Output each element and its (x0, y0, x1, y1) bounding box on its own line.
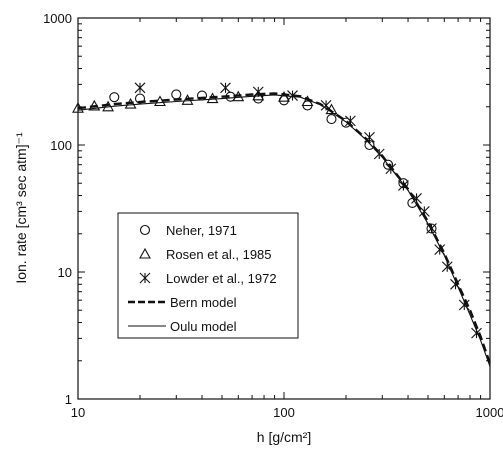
data-point-circle (383, 159, 394, 170)
legend-entry: Neher, 1971 (139, 223, 237, 238)
data-point-asterisk (458, 299, 470, 311)
y-tick-label: 100 (50, 138, 72, 153)
data-point-circle (196, 90, 208, 101)
legend: Neher, 1971 Rosen et al., 1985 Lowder et a… (117, 212, 299, 339)
data-point-circle (326, 114, 337, 125)
data-point-asterisk (364, 131, 375, 143)
data-point-triangle (124, 97, 137, 109)
data-point-asterisk (441, 261, 453, 273)
legend-marker-triangle (139, 247, 151, 259)
data-point-asterisk (373, 148, 385, 160)
data-point-asterisk (471, 327, 482, 339)
data-point-circle (134, 93, 146, 104)
legend-label: Rosen et al., 1985 (166, 247, 272, 262)
x-axis-label: h [g/cm²] (257, 429, 311, 445)
legend-entries: Neher, 1971 Rosen et al., 1985 Lowder et a… (128, 223, 277, 334)
data-point-circle (109, 92, 120, 103)
data-point-asterisk (344, 115, 356, 127)
legend-label: Bern model (170, 295, 237, 310)
data-point-asterisk (426, 223, 437, 234)
data-point-asterisk (385, 163, 397, 175)
data-point-triangle (88, 99, 101, 111)
x-tick-label: 100 (273, 405, 295, 420)
plot-frame (77, 17, 491, 400)
data-point-triangle (301, 95, 314, 107)
y-axis-label: Ion. rate [cm³ sec atm]⁻¹ (13, 132, 29, 284)
data-point-triangle (206, 92, 219, 104)
data-point-asterisk (398, 180, 409, 191)
x-tick-label: 1000 (476, 405, 503, 420)
y-tick-label: 10 (58, 265, 72, 280)
data-point-triangle (102, 100, 115, 112)
y-tick-label: 1000 (43, 11, 72, 26)
data-point-asterisk (320, 100, 332, 111)
legend-entry: Rosen et al., 1985 (139, 247, 272, 262)
legend-marker-circle (139, 224, 151, 236)
x-tick-label: 10 (71, 405, 85, 420)
data-point-asterisk (287, 90, 298, 101)
data-point-triangle (181, 94, 194, 105)
data-point-asterisk (134, 82, 146, 94)
legend-label: Neher, 1971 (166, 223, 237, 238)
data-point-asterisk (450, 278, 461, 290)
data-point-asterisk (411, 192, 422, 204)
y-tick-label: 1 (65, 392, 72, 407)
data-point-triangle (72, 102, 84, 113)
data-point-circle (171, 89, 182, 100)
legend-entry: Lowder et al., 1972 (139, 271, 277, 286)
data-point-asterisk (418, 206, 430, 217)
data-point-triangle (252, 89, 265, 101)
data-point-triangle (154, 95, 166, 107)
legend-label: Oulu model (170, 319, 237, 334)
legend-marker-asterisk (139, 272, 151, 284)
data-point-triangle (232, 90, 245, 102)
data-point-asterisk (252, 86, 264, 98)
data-points (72, 82, 482, 339)
legend-entry: Oulu model (128, 319, 237, 334)
data-point-asterisk (434, 244, 446, 256)
data-point-triangle (278, 91, 290, 102)
data-point-asterisk (220, 82, 231, 94)
legend-label: Lowder et al., 1972 (166, 271, 277, 286)
legend-entry: Bern model (128, 295, 237, 310)
